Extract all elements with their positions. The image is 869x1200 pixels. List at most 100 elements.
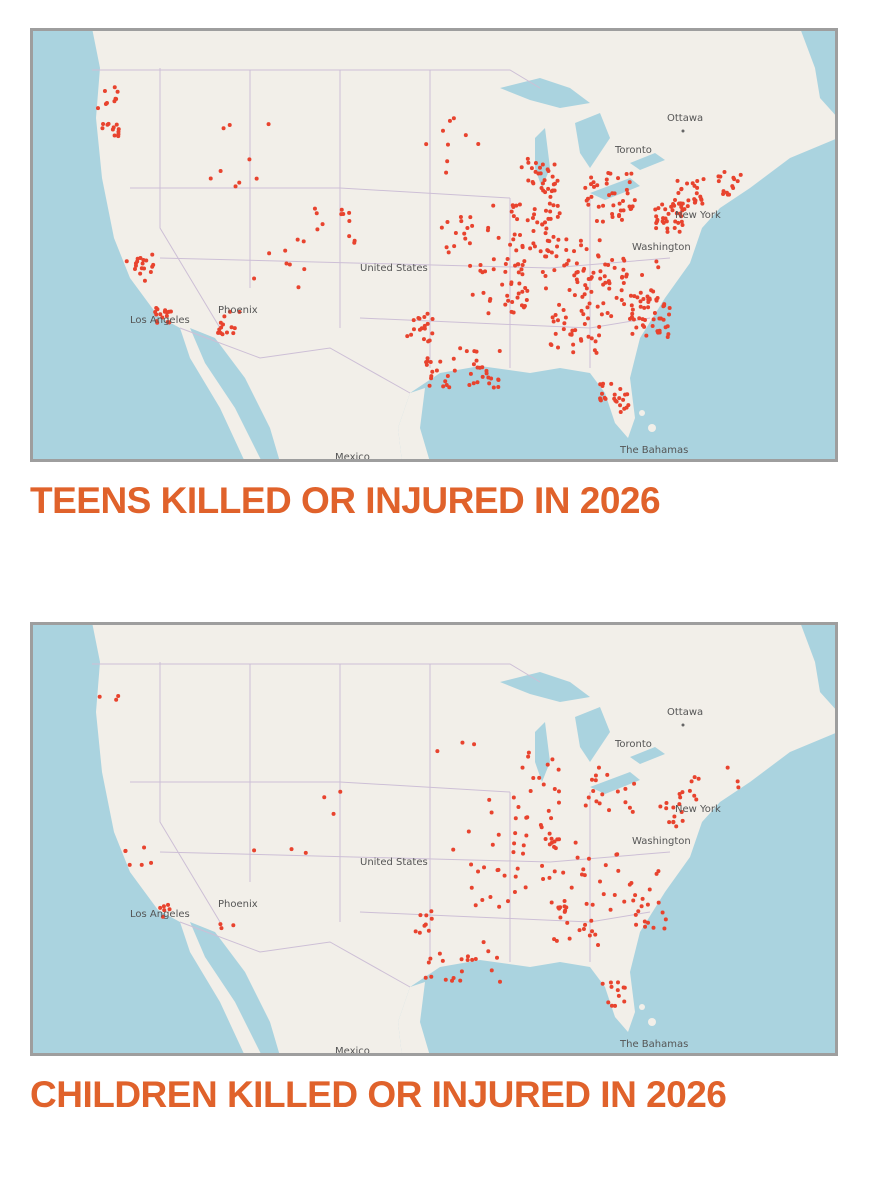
incident-dot [458,214,463,219]
incident-dot [520,272,525,277]
incident-dot [654,226,659,231]
incident-dot [511,795,516,800]
incident-dot [231,923,236,928]
incident-dot [718,174,723,179]
incident-dot [424,142,429,147]
incident-dot [511,850,516,855]
incident-dot [555,178,560,183]
incident-dot [164,309,169,314]
place-label: Mexico [335,1046,370,1056]
incident-dot [661,317,666,322]
incident-dot [722,169,727,174]
incident-dot [601,301,606,306]
incident-dot [612,392,617,397]
incident-dot [654,259,659,264]
incident-dot [487,381,492,386]
incident-dot [628,293,633,298]
place-label: Washington [632,242,691,253]
incident-dot [616,993,621,998]
incident-dot [133,263,138,268]
incident-dot [660,219,665,224]
incident-dot [164,313,169,318]
incident-dot [312,206,317,211]
incident-dot [672,226,677,231]
incident-dot [586,316,591,321]
incident-dot [451,975,456,980]
incident-dot [631,898,636,903]
incident-dot [435,749,440,754]
incident-dot [607,193,612,198]
incident-dot [102,89,107,94]
incident-dot [565,920,570,925]
incident-dot [591,789,596,794]
incident-dot [667,312,672,317]
incident-dot [498,979,502,984]
incident-dot [645,902,650,907]
incident-dot [472,349,477,354]
incident-dot [671,820,676,825]
incident-dot [289,847,294,852]
incident-dot [550,757,555,762]
incident-dot [572,293,577,298]
incident-dot [451,356,456,361]
incident-dot [589,336,594,341]
incident-dot [528,246,533,251]
incident-dot [664,219,669,224]
incident-dot [496,832,501,837]
incident-dot [665,335,670,340]
incident-dot [677,792,682,797]
incident-dot [674,211,679,216]
incident-dot [489,968,494,973]
incident-dot [598,398,603,403]
incident-dot [619,297,624,302]
incident-dot [513,263,518,268]
incident-dot [585,305,590,310]
incident-dot [725,765,730,770]
incident-dot [322,795,327,800]
incident-dot [563,315,568,320]
incident-dot [550,315,555,320]
incident-dot [548,342,553,347]
incident-dot [597,801,602,806]
incident-dot [231,331,236,336]
incident-dot [622,302,627,307]
incident-dot [589,175,594,180]
incident-dot [247,157,252,162]
incident-dot [430,331,435,336]
incident-dot [352,240,357,245]
incident-dot [430,316,435,321]
incident-dot [597,238,602,243]
incident-dot [484,371,489,376]
incident-dot [679,186,684,191]
incident-dot [155,320,160,325]
incident-dot [142,278,147,283]
incident-dot [604,177,609,182]
incident-dot [166,902,171,907]
incident-dot [632,294,637,299]
incident-dot [657,330,662,335]
incident-dot [447,118,452,123]
incident-dot [496,377,501,382]
incident-dot [623,800,628,805]
incident-dot [640,323,645,328]
incident-dot [574,277,579,282]
incident-dot [540,181,545,186]
incident-dot [549,250,554,255]
incident-dot [405,334,410,339]
incident-dot [140,261,145,266]
incident-dot [516,270,521,275]
incident-dot [465,225,470,230]
incident-dot [470,292,475,297]
incident-dot [97,694,102,699]
incident-dot [486,311,491,316]
incident-dot [487,797,492,802]
map-border [30,622,838,1056]
incident-dot [629,171,634,176]
incident-dot [599,312,604,317]
incident-dot [606,1000,611,1005]
incident-dot [473,957,478,962]
incident-dot [652,311,657,316]
incident-dot [532,207,537,212]
place-label: The Bahamas [619,445,688,456]
incident-dot [561,308,566,313]
